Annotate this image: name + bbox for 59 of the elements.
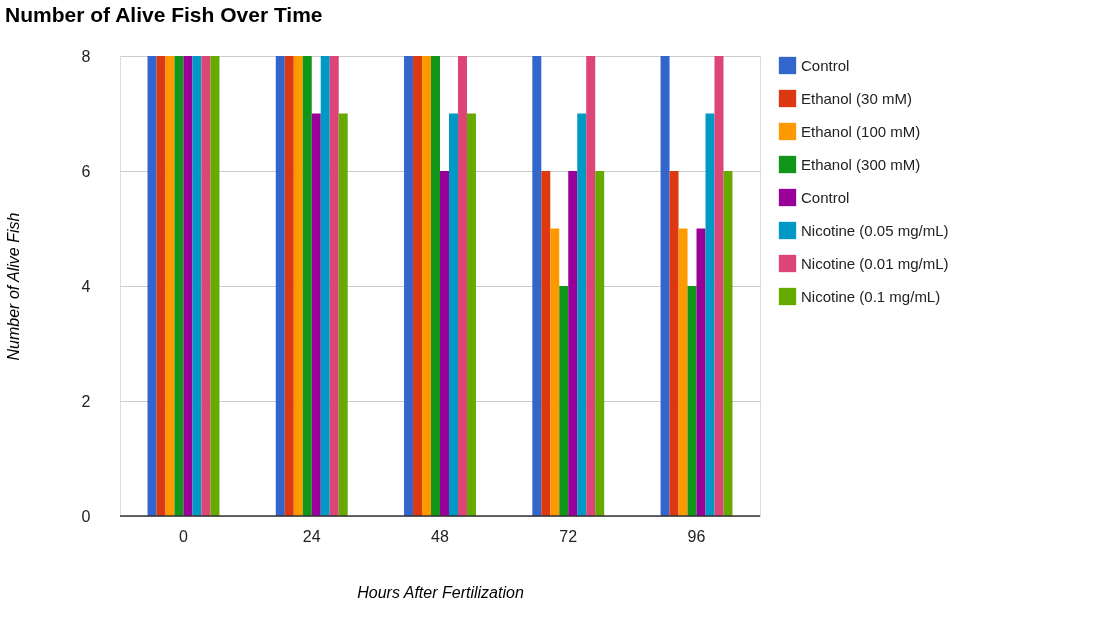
- bar: [275, 56, 285, 516]
- bar: [422, 56, 432, 516]
- bar: [183, 56, 193, 516]
- bar: [586, 56, 596, 516]
- bar: [457, 56, 467, 516]
- x-axis-title: Hours After Fertilization: [357, 583, 524, 601]
- x-tick-label: 0: [179, 527, 189, 545]
- bar: [413, 56, 423, 516]
- bar: [156, 56, 166, 516]
- bar: [302, 56, 312, 516]
- bar: [329, 56, 339, 516]
- bar: [448, 113, 458, 516]
- legend-label: Nicotine (0.01 mg/mL): [801, 254, 949, 272]
- bar: [311, 113, 321, 516]
- bar: [532, 56, 542, 516]
- bar: [431, 56, 441, 516]
- bar: [210, 56, 220, 516]
- y-tick-label: 2: [81, 392, 91, 410]
- y-tick-label: 4: [81, 277, 91, 295]
- bar: [723, 171, 733, 516]
- legend-label: Control: [801, 56, 850, 74]
- y-tick-label: 6: [81, 162, 91, 180]
- bar: [293, 56, 303, 516]
- bar: [338, 113, 348, 516]
- bar: [577, 113, 587, 516]
- bar: [284, 56, 294, 516]
- bar: [174, 56, 184, 516]
- bar: [559, 286, 569, 516]
- bar: [568, 171, 578, 516]
- y-tick-label: 0: [81, 507, 91, 525]
- legend-label: Ethanol (100 mM): [801, 122, 921, 140]
- bar: [550, 228, 560, 516]
- legend-label: Ethanol (300 mM): [801, 155, 921, 173]
- legend-label: Ethanol (30 mM): [801, 89, 912, 107]
- bar: [687, 286, 697, 516]
- legend-label: Control: [801, 188, 850, 206]
- bar: [660, 56, 670, 516]
- bar: [320, 56, 330, 516]
- bar: [201, 56, 211, 516]
- bar: [595, 171, 605, 516]
- y-axis-title: Number of Alive Fish: [4, 212, 22, 361]
- bar: [404, 56, 414, 516]
- x-tick-label: 48: [431, 527, 449, 545]
- x-tick-label: 72: [559, 527, 578, 545]
- legend-label: Nicotine (0.1 mg/mL): [801, 287, 941, 305]
- legend-label: Nicotine (0.05 mg/mL): [801, 221, 949, 239]
- bar: [705, 113, 715, 516]
- bar: [669, 171, 679, 516]
- x-tick-label: 96: [687, 527, 706, 545]
- bar: [147, 56, 157, 516]
- bar: [714, 56, 724, 516]
- x-tick-label: 24: [302, 527, 321, 545]
- bar: [541, 171, 551, 516]
- bar: [466, 113, 476, 516]
- bar: [439, 171, 449, 516]
- chart-title: Number of Alive Fish Over Time: [5, 3, 323, 26]
- y-tick-label: 8: [81, 47, 91, 65]
- bar: [678, 228, 688, 516]
- bar: [192, 56, 202, 516]
